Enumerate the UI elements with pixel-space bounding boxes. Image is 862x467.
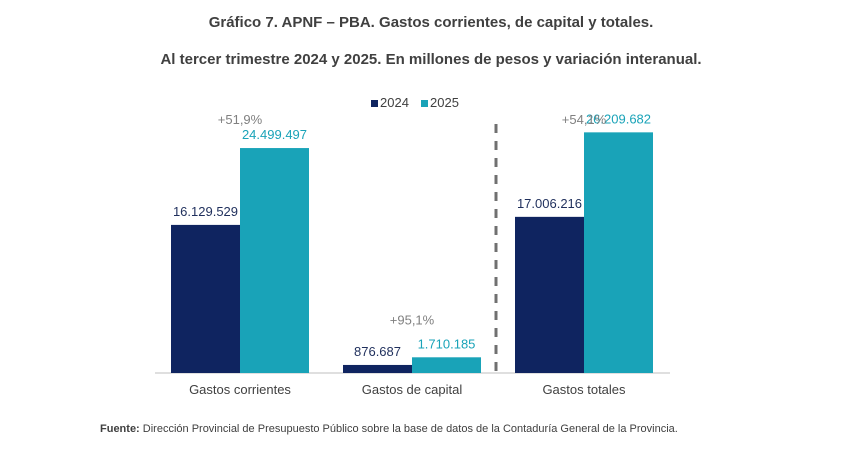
bar-2024-1: [171, 224, 240, 373]
bar-2024-2: [343, 364, 412, 373]
data-label-2025-2: 1.710.185: [418, 336, 476, 351]
chart-subtitle: Al tercer trimestre 2024 y 2025. En mill…: [160, 51, 702, 68]
legend-swatch-2025: [421, 100, 428, 107]
variation-label-1: +51,9%: [218, 112, 263, 127]
variation-label-3: +54,1%: [562, 112, 607, 127]
bar-2025-3: [584, 132, 653, 373]
data-label-2024-2: 876.687: [354, 344, 401, 359]
legend-swatch-2024: [371, 100, 378, 107]
legend-label-2025: 2025: [430, 95, 459, 110]
legend-label-2024: 2024: [380, 95, 409, 110]
bar-chart: 16.129.529 24.499.497+51,9% Gastos corrien…: [155, 95, 670, 397]
bar-2025-1: [240, 148, 309, 373]
data-label-2024-1: 16.129.529: [173, 204, 238, 219]
source-label: Fuente:: [100, 423, 140, 435]
category-label-1: Gastos corrientes: [189, 382, 291, 397]
variation-label-2: +95,1%: [390, 312, 435, 327]
category-label-2: Gastos de capital: [362, 382, 463, 397]
data-label-2025-3: 26.209.682: [586, 111, 651, 126]
bar-2024-3: [515, 216, 584, 373]
source-text: Dirección Provincial de Presupuesto Públ…: [139, 423, 678, 435]
chart-title: Gráfico 7. APNF – PBA. Gastos corrientes…: [208, 14, 654, 31]
data-label-2025-1: 24.499.497: [242, 127, 307, 142]
source-note: Fuente: Dirección Provincial de Presupue…: [100, 423, 678, 435]
data-label-2024-3: 17.006.216: [517, 196, 582, 211]
bar-2025-2: [412, 357, 481, 373]
category-label-3: Gastos totales: [542, 382, 626, 397]
